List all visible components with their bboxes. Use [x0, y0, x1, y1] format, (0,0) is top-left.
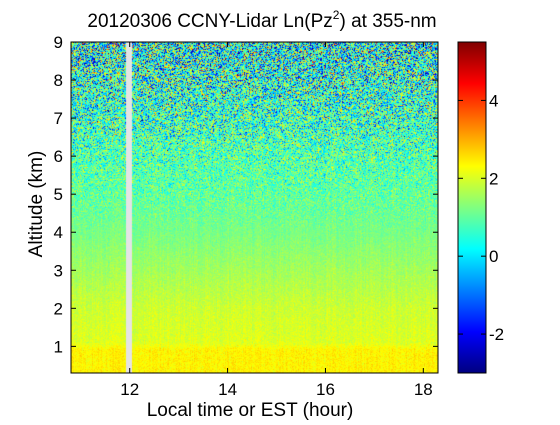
y-tick-label: 6	[54, 147, 63, 166]
chart-title-prefix: 20120306 CCNY-Lidar Ln(Pz	[87, 11, 332, 32]
plot-area	[71, 42, 438, 373]
chart-title-superscript: 2	[333, 8, 340, 22]
colorbar-tick-label: 0	[489, 247, 498, 266]
x-axis-label: Local time or EST (hour)	[147, 400, 354, 420]
colorbar-tick-label: 4	[489, 91, 498, 110]
y-tick-label: 1	[54, 337, 63, 356]
y-tick-label: 5	[54, 185, 63, 204]
plot-frame	[70, 41, 439, 374]
chart-title-suffix: ) at 355-nm	[339, 11, 436, 32]
x-tick-label: 16	[316, 380, 335, 399]
y-tick-label: 8	[54, 71, 63, 90]
x-tick-label: 12	[120, 380, 139, 399]
lidar-heatmap	[71, 42, 438, 373]
y-tick-label: 4	[54, 223, 63, 242]
x-tick-label: 18	[414, 380, 433, 399]
colorbar: -2 0 2 4	[457, 41, 504, 374]
colorbar-gradient	[457, 41, 487, 374]
y-tick-label: 9	[54, 33, 63, 52]
colorbar-tick-label: -2	[489, 325, 504, 344]
y-axis-label: Altitude (km)	[26, 151, 47, 258]
colorbar-tick-label: 2	[489, 169, 498, 188]
y-tick-label: 7	[54, 109, 63, 128]
x-tick-label: 14	[218, 380, 237, 399]
chart-title: 20120306 CCNY-Lidar Ln(Pz2) at 355-nm	[87, 8, 436, 32]
y-tick-label: 3	[54, 261, 63, 280]
y-tick-label: 2	[54, 299, 63, 318]
